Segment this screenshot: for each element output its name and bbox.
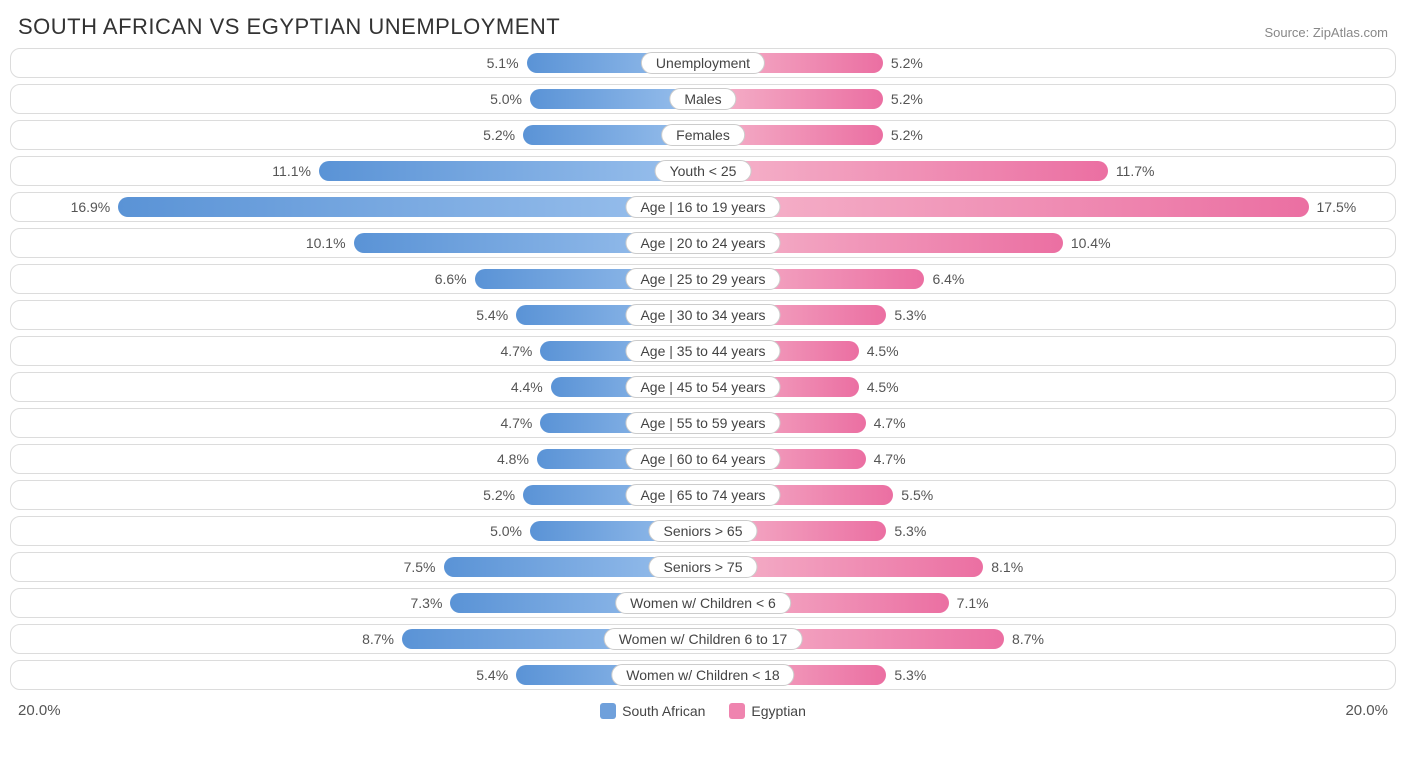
chart-row: 5.4% 5.3% Age | 30 to 34 years [10,300,1396,330]
value-label-left: 4.7% [500,409,540,437]
value-label-right: 8.1% [983,553,1023,581]
chart-source: Source: ZipAtlas.com [1264,25,1388,40]
chart-row: 6.6% 6.4% Age | 25 to 29 years [10,264,1396,294]
x-axis-max-left: 20.0% [18,702,61,719]
value-label-right: 5.2% [883,121,923,149]
chart-row: 5.2% 5.5% Age | 65 to 74 years [10,480,1396,510]
legend-item-right: Egyptian [729,703,805,719]
value-label-right: 4.5% [859,373,899,401]
category-label: Unemployment [641,52,765,74]
category-label: Seniors > 75 [649,556,758,578]
value-label-right: 8.7% [1004,625,1044,653]
category-label: Women w/ Children < 6 [615,592,791,614]
chart-row: 4.4% 4.5% Age | 45 to 54 years [10,372,1396,402]
value-label-right: 17.5% [1309,193,1357,221]
bar-left [319,161,703,181]
chart-row: 5.0% 5.2% Males [10,84,1396,114]
category-label: Age | 65 to 74 years [625,484,780,506]
legend-swatch-right [729,703,745,719]
value-label-left: 8.7% [362,625,402,653]
category-label: Age | 16 to 19 years [625,196,780,218]
chart-header: SOUTH AFRICAN VS EGYPTIAN UNEMPLOYMENT S… [10,10,1396,48]
value-label-right: 5.3% [886,661,926,689]
category-label: Age | 30 to 34 years [625,304,780,326]
value-label-right: 7.1% [949,589,989,617]
value-label-right: 11.7% [1108,157,1155,185]
value-label-left: 4.4% [511,373,551,401]
category-label: Age | 45 to 54 years [625,376,780,398]
chart-row: 4.7% 4.5% Age | 35 to 44 years [10,336,1396,366]
value-label-right: 4.7% [866,409,906,437]
category-label: Age | 20 to 24 years [625,232,780,254]
chart-row: 16.9% 17.5% Age | 16 to 19 years [10,192,1396,222]
value-label-right: 10.4% [1063,229,1111,257]
category-label: Youth < 25 [655,160,752,182]
chart-row: 5.0% 5.3% Seniors > 65 [10,516,1396,546]
legend-label-left: South African [622,703,705,719]
value-label-right: 6.4% [924,265,964,293]
value-label-left: 16.9% [71,193,119,221]
chart-row: 5.2% 5.2% Females [10,120,1396,150]
value-label-left: 6.6% [435,265,475,293]
value-label-left: 5.0% [490,85,530,113]
value-label-left: 4.8% [497,445,537,473]
category-label: Age | 25 to 29 years [625,268,780,290]
chart-row: 4.8% 4.7% Age | 60 to 64 years [10,444,1396,474]
category-label: Age | 60 to 64 years [625,448,780,470]
value-label-left: 5.4% [476,661,516,689]
value-label-left: 5.0% [490,517,530,545]
value-label-right: 5.3% [886,301,926,329]
value-label-right: 5.5% [893,481,933,509]
value-label-right: 5.2% [883,85,923,113]
category-label: Seniors > 65 [649,520,758,542]
chart-row: 10.1% 10.4% Age | 20 to 24 years [10,228,1396,258]
value-label-left: 5.2% [483,121,523,149]
x-axis-max-right: 20.0% [1345,702,1388,719]
chart-row: 4.7% 4.7% Age | 55 to 59 years [10,408,1396,438]
value-label-right: 4.7% [866,445,906,473]
bar-left [118,197,703,217]
diverging-bar-chart: 5.1%5.2%Unemployment5.0%5.2%Males5.2%5.2… [10,48,1396,690]
chart-row: 7.5% 8.1% Seniors > 75 [10,552,1396,582]
bar-right [703,161,1108,181]
value-label-left: 11.1% [272,157,319,185]
value-label-left: 5.4% [476,301,516,329]
chart-row: 8.7% 8.7% Women w/ Children 6 to 17 [10,624,1396,654]
category-label: Women w/ Children 6 to 17 [604,628,803,650]
category-label: Age | 35 to 44 years [625,340,780,362]
legend-label-right: Egyptian [751,703,805,719]
bar-right [703,197,1309,217]
legend-item-left: South African [600,703,705,719]
category-label: Women w/ Children < 18 [611,664,794,686]
chart-row: 11.1% 11.7% Youth < 25 [10,156,1396,186]
category-label: Females [661,124,745,146]
value-label-left: 7.3% [411,589,451,617]
chart-footer: 20.0% South African Egyptian 20.0% [10,696,1396,719]
category-label: Age | 55 to 59 years [625,412,780,434]
legend: South African Egyptian [61,703,1346,719]
legend-swatch-left [600,703,616,719]
value-label-left: 5.1% [487,49,527,77]
value-label-right: 5.2% [883,49,923,77]
chart-row: 7.3% 7.1% Women w/ Children < 6 [10,588,1396,618]
value-label-right: 4.5% [859,337,899,365]
chart-row: 5.1% 5.2% Unemployment [10,48,1396,78]
value-label-left: 10.1% [306,229,354,257]
value-label-left: 4.7% [500,337,540,365]
value-label-left: 7.5% [404,553,444,581]
value-label-left: 5.2% [483,481,523,509]
chart-row: 5.4% 5.3% Women w/ Children < 18 [10,660,1396,690]
value-label-right: 5.3% [886,517,926,545]
category-label: Males [669,88,736,110]
chart-title: SOUTH AFRICAN VS EGYPTIAN UNEMPLOYMENT [18,14,560,40]
